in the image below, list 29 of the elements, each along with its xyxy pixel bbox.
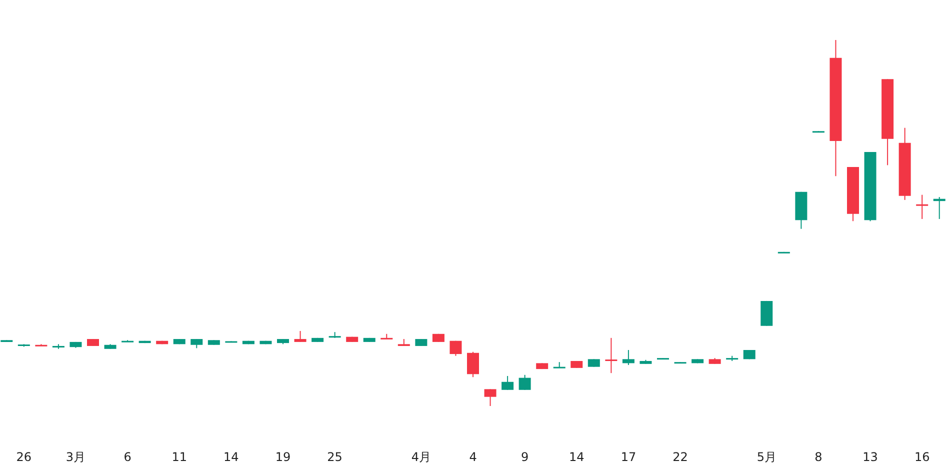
x-tick-label: 11 xyxy=(172,450,188,464)
candlestick xyxy=(467,351,479,378)
candlestick xyxy=(502,375,514,390)
candlestick xyxy=(622,350,634,366)
candlestick xyxy=(605,337,618,374)
x-tick-label: 4月 xyxy=(411,450,431,464)
x-tick-label: 26 xyxy=(16,450,32,464)
x-tick-label: 5月 xyxy=(756,450,776,464)
candlestick xyxy=(553,362,566,368)
x-tick-label: 6 xyxy=(124,450,132,464)
x-tick-label: 8 xyxy=(814,450,822,464)
candlestick xyxy=(916,194,928,220)
candlestick xyxy=(484,388,496,406)
candlestick xyxy=(518,374,531,390)
x-tick-label: 3月 xyxy=(66,450,86,464)
candlestick xyxy=(294,330,306,342)
candlestick xyxy=(450,340,462,356)
x-tick-label: 4 xyxy=(469,450,477,464)
x-tick-label: 14 xyxy=(224,450,239,464)
x-tick-label: 17 xyxy=(620,450,636,464)
x-tick-label: 16 xyxy=(914,450,930,464)
x-tick-label: 25 xyxy=(327,450,342,464)
x-tick-label: 13 xyxy=(862,450,878,464)
x-tick-label: 9 xyxy=(521,450,529,464)
x-tick-label: 22 xyxy=(672,450,688,464)
x-tick-label: 14 xyxy=(568,450,584,464)
candlestick xyxy=(933,196,946,220)
x-tick-label: 19 xyxy=(275,450,291,464)
candlestick xyxy=(190,338,203,349)
